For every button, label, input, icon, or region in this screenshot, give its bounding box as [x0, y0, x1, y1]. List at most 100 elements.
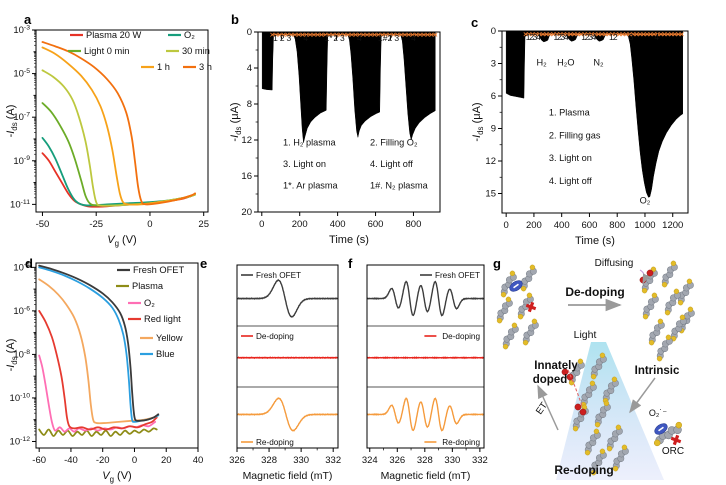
oxygen-dot — [561, 368, 569, 376]
current-trace-area — [505, 30, 683, 198]
negative-charge-icon — [654, 423, 668, 435]
epr-trace-fresh-ofet — [366, 280, 485, 317]
svg-text:326: 326 — [229, 455, 245, 466]
svg-text:4. Light off: 4. Light off — [370, 159, 413, 169]
svg-text:40: 40 — [193, 455, 204, 466]
panel-g-schematic-svg: Diffusing De-doping Intrinsic Innately doped… — [496, 258, 695, 480]
superoxide-label: O₂˙⁻ — [649, 408, 667, 418]
epr-trace-de-doping — [366, 356, 485, 360]
molecule — [670, 314, 687, 342]
svg-text:1*: 1* — [325, 33, 334, 43]
svg-text:O₂: O₂ — [640, 195, 651, 205]
svg-text:Magnetic field (mT): Magnetic field (mT) — [381, 470, 471, 482]
svg-text:3: 3 — [491, 59, 496, 70]
svg-text:800: 800 — [406, 219, 422, 230]
svg-text:1: 1 — [553, 32, 558, 42]
svg-text:1#: 1# — [378, 33, 388, 43]
svg-text:1200: 1200 — [662, 220, 683, 231]
svg-text:-20: -20 — [96, 455, 110, 466]
svg-text:9: 9 — [491, 124, 496, 135]
series-plasma-20-w — [41, 152, 196, 208]
svg-text:10-6: 10-6 — [13, 305, 30, 317]
series-o — [41, 136, 196, 207]
molecule — [606, 424, 623, 452]
panel-b-kinetics-chart: 1 2 3 4 1* 2 3 4 1# 2 3 4 1. H₂ plasma 2. Filling O₂ 3… — [222, 0, 472, 248]
svg-text:-Ids (μA): -Ids (μA) — [471, 102, 485, 141]
svg-text:De-doping: De-doping — [442, 332, 480, 341]
svg-text:4: 4 — [303, 33, 308, 43]
current-trace-area — [261, 31, 436, 143]
svg-text:Plasma: Plasma — [132, 281, 164, 291]
svg-text:10-8: 10-8 — [13, 349, 30, 361]
oxygen-dot — [579, 408, 587, 416]
svg-text:Blue: Blue — [156, 349, 175, 359]
svg-text:Fresh OFET: Fresh OFET — [133, 265, 184, 275]
svg-text:3: 3 — [394, 33, 399, 43]
svg-text:30 min: 30 min — [182, 46, 210, 56]
light-label: Light — [574, 329, 597, 341]
svg-text:3 h: 3 h — [199, 62, 212, 72]
svg-text:332: 332 — [325, 455, 341, 466]
panel-a-transfer-chart-svg: -50 -25 0 25 10-11 10-9 10-7 10-5 10-3 Plasma 20 … — [5, 24, 212, 248]
molecule — [496, 296, 513, 324]
svg-text:Re-doping: Re-doping — [256, 438, 294, 447]
epr-trace-de-doping — [236, 356, 339, 360]
svg-text:326: 326 — [389, 455, 405, 466]
svg-text:1*. Ar plasma: 1*. Ar plasma — [283, 181, 339, 191]
negative-charge-icon — [509, 280, 523, 292]
molecule — [642, 292, 659, 320]
svg-text:4: 4 — [564, 32, 569, 42]
svg-text:-50: -50 — [36, 219, 50, 230]
svg-text:0: 0 — [247, 27, 252, 38]
svg-text:3. Light on: 3. Light on — [283, 159, 326, 169]
svg-text:Time (s): Time (s) — [329, 234, 369, 246]
svg-text:3: 3 — [629, 32, 634, 42]
panel-a-letter: a — [24, 12, 32, 27]
svg-text:10-7: 10-7 — [13, 112, 30, 124]
molecule — [517, 292, 534, 320]
svg-text:0: 0 — [259, 219, 264, 230]
svg-text:400: 400 — [330, 219, 346, 230]
svg-text:1: 1 — [609, 32, 614, 42]
svg-text:25: 25 — [198, 219, 209, 230]
svg-text:10-3: 10-3 — [13, 24, 30, 36]
svg-text:8: 8 — [247, 99, 252, 110]
svg-text:600: 600 — [368, 219, 384, 230]
redoping-label: Re-doping — [554, 463, 613, 477]
svg-text:0: 0 — [491, 26, 496, 37]
svg-text:Light 0 min: Light 0 min — [84, 46, 129, 56]
molecule — [656, 334, 673, 362]
molecule — [594, 400, 611, 428]
svg-text:3. Light on: 3. Light on — [549, 153, 592, 163]
positive-charge-icon — [525, 301, 537, 313]
panel-g-schematic: Diffusing De-doping Intrinsic Innately doped… — [492, 248, 726, 485]
et-label: ET — [534, 400, 550, 416]
oxygen-dot — [574, 403, 582, 411]
svg-text:12: 12 — [241, 135, 252, 146]
molecule — [502, 322, 519, 350]
svg-text:1: 1 — [273, 33, 278, 43]
panel-b-letter: b — [231, 12, 239, 27]
svg-text:15: 15 — [485, 189, 496, 200]
svg-text:Time (s): Time (s) — [575, 235, 615, 247]
svg-text:4: 4 — [357, 33, 362, 43]
svg-text:0: 0 — [147, 219, 152, 230]
dedoping-label: De-doping — [565, 285, 624, 299]
molecule — [590, 448, 607, 476]
molecule — [602, 376, 619, 404]
svg-text:Red light: Red light — [144, 314, 181, 324]
svg-text:330: 330 — [293, 455, 309, 466]
svg-text:doped: doped — [533, 374, 568, 386]
panel-a-transfer-chart: -50 -25 0 25 10-11 10-9 10-7 10-5 10-3 Plasma 20 … — [0, 0, 242, 248]
panel-c-kinetics-chart: 1 2 3 4 1 2 3 4 1 2 3 4 1 2 3 4 1. Plasma 2. Filling gas 3… — [464, 0, 726, 248]
panel-e-letter: e — [200, 256, 208, 271]
orc-label: ORC — [662, 446, 684, 457]
svg-text:20: 20 — [161, 455, 172, 466]
svg-text:N₂: N₂ — [593, 58, 604, 68]
epr-trace-fresh-ofet — [236, 278, 339, 318]
svg-text:H₂O: H₂O — [557, 58, 574, 68]
molecule — [664, 288, 681, 316]
svg-text:Fresh OFET: Fresh OFET — [435, 271, 480, 280]
series-fresh-ofet — [38, 264, 160, 422]
panel-f-letter: f — [348, 256, 353, 271]
